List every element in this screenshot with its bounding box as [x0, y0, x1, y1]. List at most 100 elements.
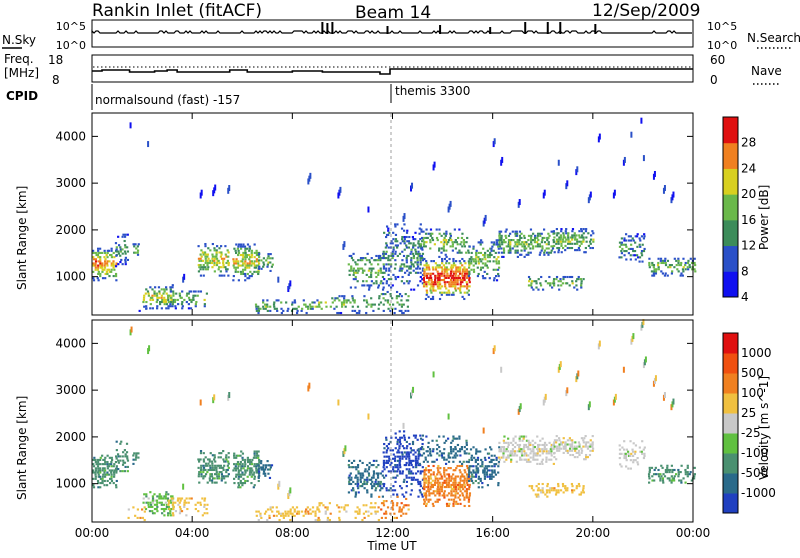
range-cell [668, 468, 672, 472]
range-cell [342, 303, 346, 306]
range-cell [115, 254, 118, 257]
range-cell [432, 285, 435, 288]
range-cell [183, 505, 186, 508]
range-cell [169, 514, 172, 517]
range-cell [341, 295, 344, 298]
range-cell [537, 482, 540, 486]
range-cell [213, 259, 216, 262]
range-cell [338, 295, 341, 298]
range-cell [463, 483, 466, 486]
range-cell [564, 445, 567, 448]
range-cell [632, 254, 635, 257]
range-cell [639, 239, 642, 242]
range-cell [627, 467, 630, 470]
range-cell [431, 236, 434, 240]
range-cell [418, 462, 421, 465]
range-cell [199, 468, 203, 472]
range-cell [143, 294, 146, 297]
range-cell [241, 452, 245, 455]
range-cell [426, 236, 429, 240]
range-cell [237, 243, 241, 246]
range-cell [382, 459, 386, 462]
range-cell [542, 491, 545, 494]
range-cell [97, 264, 100, 267]
range-cell [454, 485, 457, 489]
range-cell [687, 268, 690, 271]
range-cell [110, 460, 113, 464]
range-cell [630, 338, 633, 345]
range-cell [438, 477, 442, 480]
range-cell [452, 483, 455, 486]
range-cell [438, 471, 441, 474]
range-cell [103, 458, 106, 461]
range-cell [106, 249, 109, 252]
range-cell [454, 285, 457, 288]
range-cell [538, 243, 542, 246]
range-cell [402, 480, 405, 483]
range-cell [354, 491, 358, 494]
range-cell [541, 452, 544, 455]
range-cell [363, 299, 366, 302]
range-cell [394, 244, 397, 247]
range-cell [516, 249, 519, 252]
range-cell [405, 447, 408, 450]
range-cell [239, 486, 242, 489]
range-cell [160, 296, 163, 299]
range-cell [439, 485, 442, 489]
range-cell [97, 463, 100, 466]
range-cell [235, 243, 238, 246]
range-cell [529, 441, 532, 444]
range-cell [394, 225, 397, 228]
range-cell [408, 442, 411, 446]
range-cell [239, 479, 242, 483]
range-cell [464, 471, 467, 474]
range-cell [435, 458, 439, 461]
range-cell [239, 253, 242, 257]
range-cell [477, 486, 480, 489]
range-cell [255, 309, 258, 312]
range-cell [92, 277, 95, 280]
range-cell [419, 275, 422, 279]
range-cell [411, 389, 414, 396]
range-cell [424, 467, 428, 470]
range-cell [438, 498, 441, 501]
range-cell [115, 440, 118, 443]
range-cell [136, 253, 140, 256]
range-cell [527, 239, 530, 242]
range-cell [461, 264, 464, 267]
range-cell [446, 504, 449, 508]
range-cell [202, 468, 205, 472]
range-cell [536, 435, 539, 438]
range-cell [620, 452, 623, 455]
range-cell [383, 455, 386, 458]
range-cell [443, 490, 446, 493]
range-cell [115, 471, 118, 474]
range-cell [188, 497, 191, 500]
range-cell [206, 264, 209, 267]
range-cell [209, 464, 212, 467]
range-cell [555, 439, 558, 442]
range-cell [400, 303, 404, 306]
range-cell [121, 263, 124, 266]
range-cell [571, 238, 574, 241]
range-cell [214, 460, 217, 463]
range-cell [578, 493, 581, 496]
range-cell [463, 469, 466, 472]
range-cell [429, 232, 432, 235]
range-cell [126, 459, 130, 462]
range-cell [220, 253, 223, 256]
range-cell [546, 282, 550, 285]
range-cell [394, 233, 398, 236]
range-cell [160, 507, 163, 511]
range-cell [376, 476, 380, 479]
range-cell [347, 299, 350, 302]
range-cell [253, 243, 256, 246]
range-cell [394, 447, 397, 450]
range-cell [543, 251, 546, 254]
range-cell [465, 488, 468, 491]
range-cell [165, 491, 168, 494]
range-cell [291, 301, 294, 304]
range-cell [405, 457, 408, 460]
range-cell [183, 499, 186, 502]
range-cell [536, 450, 540, 453]
